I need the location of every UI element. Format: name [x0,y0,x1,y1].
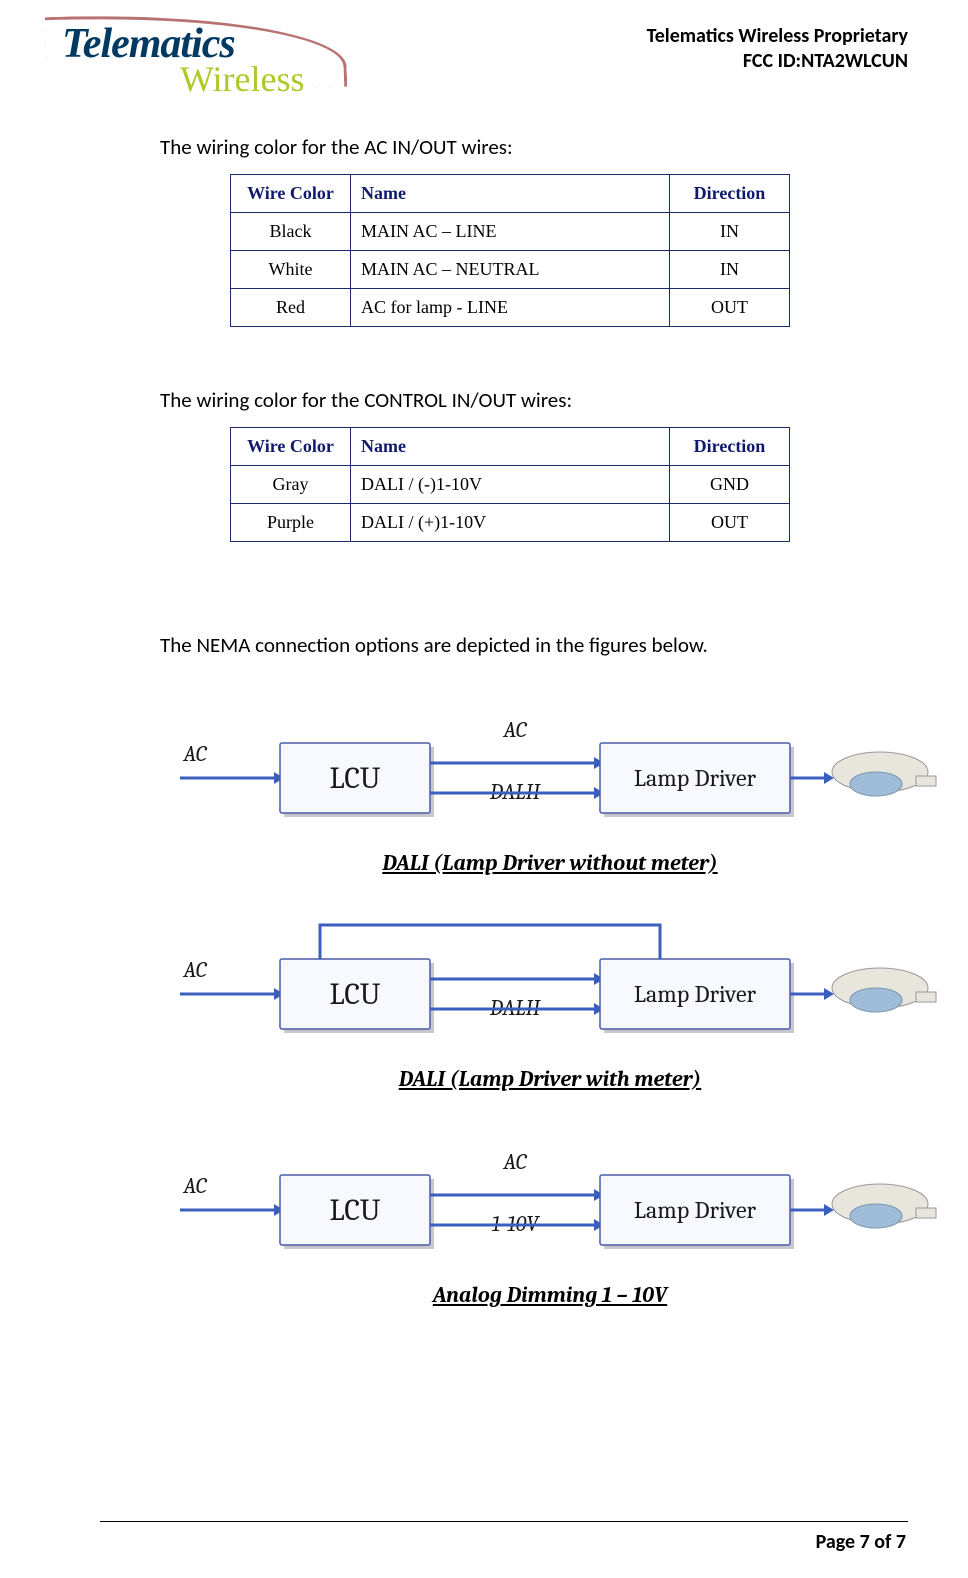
svg-text:Lamp Driver: Lamp Driver [634,980,757,1008]
diagrams-container: AC LCU AC DALII Lamp Driver DALI (Lamp D… [160,698,888,1308]
cell: Red [231,289,351,327]
cell: AC for lamp - LINE [351,289,670,327]
col-direction: Direction [670,428,790,466]
svg-text:LCU: LCU [329,1193,380,1228]
ac-wires-heading: The wiring color for the AC IN/OUT wires… [160,134,888,160]
cell: IN [670,213,790,251]
control-wires-heading: The wiring color for the CONTROL IN/OUT … [160,387,888,413]
connection-diagram: AC LCU AC DALII Lamp Driver [160,698,940,848]
fcc-id-line: FCC ID:NTA2WLCUN [647,49,908,74]
svg-text:AC: AC [502,717,527,743]
cell: OUT [670,504,790,542]
table-header-row: Wire Color Name Direction [231,175,790,213]
svg-text:Lamp Driver: Lamp Driver [634,1196,757,1224]
page-number: Page 7 of 7 [816,1530,906,1554]
table-row: Black MAIN AC – LINE IN [231,213,790,251]
streetlight-icon [832,968,936,1012]
company-logo: Telematics Wireless [60,18,330,96]
table-row: Purple DALI / (+)1-10V OUT [231,504,790,542]
col-name: Name [351,175,670,213]
control-wires-tbody: Gray DALI / (-)1-10V GND Purple DALI / (… [231,466,790,542]
cell: MAIN AC – LINE [351,213,670,251]
table-header-row: Wire Color Name Direction [231,428,790,466]
svg-text:AC: AC [182,741,207,767]
cell: Gray [231,466,351,504]
cell: Black [231,213,351,251]
diagram-row: AC LCU AC 1-10V Lamp Driver Analog Dimmi… [160,1130,940,1308]
diagram-caption: DALI (Lamp Driver with meter) [160,1066,940,1092]
ac-wires-tbody: Black MAIN AC – LINE IN White MAIN AC – … [231,213,790,327]
cell: Purple [231,504,351,542]
svg-text:LCU: LCU [329,761,380,796]
cell: GND [670,466,790,504]
cell: DALI / (+)1-10V [351,504,670,542]
nema-intro: The NEMA connection options are depicted… [160,632,888,658]
svg-text:AC: AC [502,1149,527,1175]
streetlight-icon [832,752,936,796]
table-row: Gray DALI / (-)1-10V GND [231,466,790,504]
cell: MAIN AC – NEUTRAL [351,251,670,289]
cell: IN [670,251,790,289]
diagram-caption: DALI (Lamp Driver without meter) [160,850,940,876]
footer-divider [100,1521,908,1522]
page-header: Telematics Wireless Telematics Wireless … [60,18,908,96]
diagram-row: AC LCU AC DALII Lamp Driver DALI (Lamp D… [160,698,940,876]
table-row: Red AC for lamp - LINE OUT [231,289,790,327]
svg-text:AC: AC [182,1173,207,1199]
connection-diagram: AC LCU DALII Lamp Driver [160,914,940,1064]
diagram-row: AC LCU DALII Lamp Driver DALI (Lamp Driv… [160,914,940,1092]
streetlight-icon [832,1184,936,1228]
document-page: Telematics Wireless Telematics Wireless … [0,0,968,1578]
svg-text:Lamp Driver: Lamp Driver [634,764,757,792]
col-name: Name [351,428,670,466]
svg-text:AC: AC [182,957,207,983]
main-content: The wiring color for the AC IN/OUT wires… [60,134,908,1308]
cell: White [231,251,351,289]
ac-wires-table: Wire Color Name Direction Black MAIN AC … [230,174,790,327]
proprietary-line: Telematics Wireless Proprietary [647,24,908,49]
diagram-caption: Analog Dimming 1 – 10V [160,1282,940,1308]
col-wire-color: Wire Color [231,428,351,466]
col-direction: Direction [670,175,790,213]
logo-sub-text: Wireless [180,58,305,100]
header-right-block: Telematics Wireless Proprietary FCC ID:N… [647,18,908,74]
control-wires-table: Wire Color Name Direction Gray DALI / (-… [230,427,790,542]
table-row: White MAIN AC – NEUTRAL IN [231,251,790,289]
cell: OUT [670,289,790,327]
col-wire-color: Wire Color [231,175,351,213]
svg-text:LCU: LCU [329,977,380,1012]
cell: DALI / (-)1-10V [351,466,670,504]
connection-diagram: AC LCU AC 1-10V Lamp Driver [160,1130,940,1280]
